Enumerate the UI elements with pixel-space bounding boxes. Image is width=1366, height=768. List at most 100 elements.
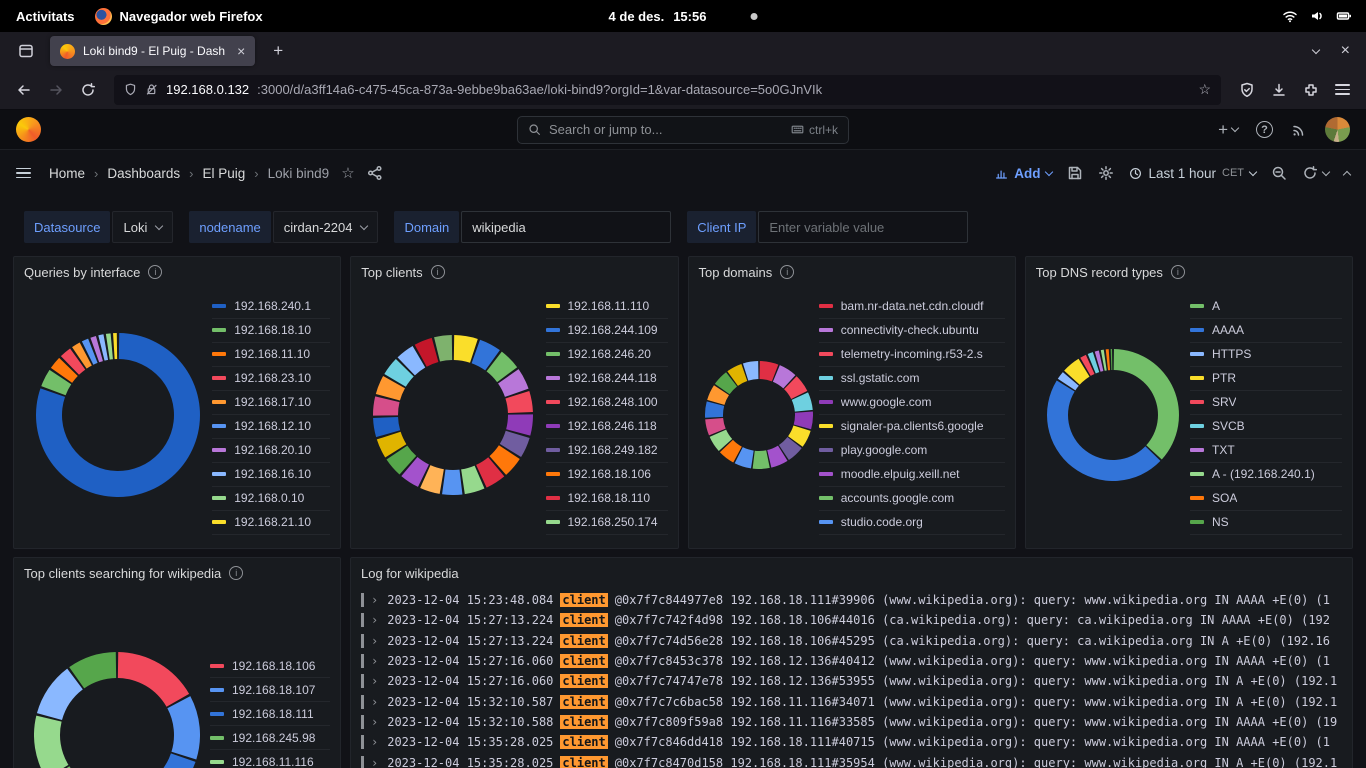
- window-close-icon[interactable]: ×: [1340, 42, 1350, 59]
- client-ip-input[interactable]: [758, 211, 969, 243]
- new-tab-button[interactable]: +: [273, 41, 284, 60]
- panel-title[interactable]: Top domains: [698, 264, 773, 280]
- legend-item[interactable]: SOA: [1190, 487, 1342, 511]
- legend-item[interactable]: moodle.elpuig.xeill.net: [818, 463, 1005, 487]
- log-expand-chevron-icon[interactable]: ›: [371, 755, 379, 768]
- log-row[interactable]: › 2023-12-04 15:35:28.025 client @0x7f7c847…: [361, 752, 1342, 768]
- donut-slice[interactable]: [506, 413, 534, 436]
- donut-slice[interactable]: [113, 332, 118, 359]
- legend-item[interactable]: PTR: [1190, 367, 1342, 391]
- legend-item[interactable]: accounts.google.com: [818, 487, 1005, 511]
- refresh-button[interactable]: [1302, 165, 1331, 181]
- panel-title[interactable]: Log for wikipedia: [361, 565, 459, 581]
- donut-slice[interactable]: [420, 464, 445, 494]
- legend-item[interactable]: 192.168.18.10: [212, 319, 331, 343]
- extensions-icon[interactable]: [1303, 82, 1319, 98]
- info-icon[interactable]: i: [229, 566, 244, 580]
- donut-slice[interactable]: [709, 429, 732, 451]
- donut-slice[interactable]: [505, 390, 534, 413]
- legend-item[interactable]: 192.168.0.10: [212, 487, 331, 511]
- app-menu-icon[interactable]: [1335, 84, 1350, 95]
- donut-slice[interactable]: [486, 351, 518, 382]
- info-icon[interactable]: i: [430, 265, 445, 279]
- settings-gear-icon[interactable]: [1098, 165, 1114, 181]
- legend-item[interactable]: 192.168.16.10: [212, 463, 331, 487]
- donut-slice[interactable]: [454, 334, 479, 363]
- donut-slice[interactable]: [704, 417, 726, 435]
- new-menu-button[interactable]: +: [1218, 120, 1240, 140]
- donut-slice[interactable]: [90, 335, 104, 362]
- donut-slice[interactable]: [1100, 349, 1107, 371]
- log-expand-chevron-icon[interactable]: ›: [371, 694, 379, 709]
- donut-slice[interactable]: [772, 364, 796, 388]
- donut-slice[interactable]: [36, 332, 201, 497]
- news-rss-icon[interactable]: [1291, 122, 1307, 138]
- donut-slice[interactable]: [726, 363, 747, 386]
- log-expand-chevron-icon[interactable]: ›: [371, 654, 379, 669]
- tracking-protection-shield-icon[interactable]: [124, 83, 137, 96]
- donut-slice[interactable]: [461, 465, 485, 494]
- donut-slice[interactable]: [142, 753, 196, 768]
- legend-item[interactable]: A - (192.168.240.1): [1190, 463, 1342, 487]
- favorite-star-icon[interactable]: ☆: [341, 165, 355, 182]
- legend-item[interactable]: SVCB: [1190, 415, 1342, 439]
- user-avatar[interactable]: [1325, 117, 1350, 142]
- legend-item[interactable]: signaler-pa.clients6.google: [818, 415, 1005, 439]
- collapse-toolbar-chevron-icon[interactable]: [1342, 170, 1352, 179]
- datasource-select[interactable]: Loki: [112, 211, 174, 243]
- donut-slice[interactable]: [1080, 354, 1095, 376]
- donut-slice[interactable]: [498, 368, 529, 397]
- donut-slice[interactable]: [1113, 348, 1179, 459]
- legend-item[interactable]: 192.168.17.10: [212, 391, 331, 415]
- panel-title[interactable]: Top clients searching for wikipedia: [24, 565, 222, 581]
- log-row[interactable]: › 2023-12-04 15:32:10.587 client @0x7f7c7c6…: [361, 691, 1342, 711]
- legend-item[interactable]: www.google.com: [818, 391, 1005, 415]
- donut-slice[interactable]: [384, 358, 415, 387]
- legend-item[interactable]: 192.168.18.110: [545, 487, 668, 511]
- legend-item[interactable]: 192.168.18.111: [210, 702, 330, 726]
- log-row[interactable]: › 2023-12-04 15:27:13.224 client @0x7f7c74d…: [361, 631, 1342, 651]
- legend-item[interactable]: HTTPS: [1190, 343, 1342, 367]
- log-expand-chevron-icon[interactable]: ›: [371, 613, 379, 628]
- log-expand-chevron-icon[interactable]: ›: [371, 593, 379, 608]
- legend-item[interactable]: SRV: [1190, 391, 1342, 415]
- legend-item[interactable]: bam.nr-data.net.cdn.cloudf: [818, 295, 1005, 319]
- breadcrumb-folder[interactable]: El Puig: [202, 165, 246, 181]
- log-row[interactable]: › 2023-12-04 15:35:28.025 client @0x7f7c846…: [361, 732, 1342, 752]
- legend-item[interactable]: 192.168.18.106: [210, 654, 330, 678]
- log-row[interactable]: › 2023-12-04 15:23:48.084 client @0x7f7c844…: [361, 590, 1342, 610]
- legend-item[interactable]: A: [1190, 295, 1342, 319]
- legend-item[interactable]: 192.168.248.100: [545, 391, 668, 415]
- legend-item[interactable]: TXT: [1190, 439, 1342, 463]
- legend-item[interactable]: 192.168.250.174: [545, 511, 668, 535]
- legend-item[interactable]: NS: [1190, 511, 1342, 535]
- legend-item[interactable]: 192.168.240.1: [212, 295, 331, 319]
- donut-slice[interactable]: [401, 456, 430, 487]
- donut-slice[interactable]: [500, 430, 531, 457]
- donut-slice[interactable]: [1064, 358, 1090, 385]
- donut-slice[interactable]: [377, 431, 407, 457]
- panel-title[interactable]: Top DNS record types: [1035, 264, 1163, 280]
- donut-slice[interactable]: [69, 652, 117, 689]
- donut-slice[interactable]: [72, 342, 92, 369]
- zoom-out-icon[interactable]: [1271, 165, 1287, 181]
- legend-item[interactable]: 192.168.246.20: [545, 343, 668, 367]
- donut-slice[interactable]: [734, 446, 754, 468]
- system-tray[interactable]: [1282, 8, 1366, 24]
- donut-slice[interactable]: [752, 449, 770, 469]
- reload-button[interactable]: [74, 76, 102, 104]
- donut-slice[interactable]: [376, 375, 406, 401]
- donut-slice[interactable]: [386, 445, 417, 474]
- log-row[interactable]: › 2023-12-04 15:27:16.060 client @0x7f7c747…: [361, 671, 1342, 691]
- firefox-view-icon[interactable]: [18, 43, 34, 59]
- panel-title[interactable]: Queries by interface: [24, 264, 141, 280]
- donut-slice[interactable]: [1087, 351, 1100, 373]
- legend-item[interactable]: connectivity-check.ubuntu: [818, 319, 1005, 343]
- forward-button[interactable]: [42, 76, 70, 104]
- donut-slice[interactable]: [719, 439, 742, 462]
- donut-slice[interactable]: [34, 715, 69, 768]
- list-tabs-chevron-icon[interactable]: [1311, 45, 1320, 54]
- mega-menu-toggle[interactable]: [16, 167, 31, 179]
- focused-app-menu[interactable]: Navegador web Firefox: [94, 7, 263, 25]
- save-dashboard-icon[interactable]: [1067, 165, 1083, 181]
